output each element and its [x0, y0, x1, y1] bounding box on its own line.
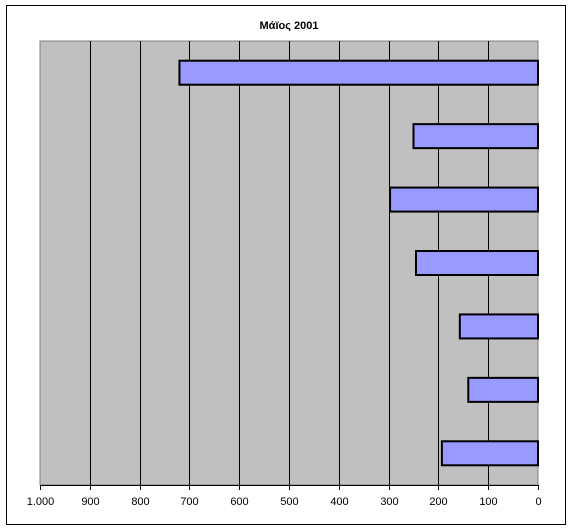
chart-title: Μάϊος 2001 — [260, 20, 319, 32]
bar — [467, 376, 539, 403]
x-tick-label: 300 — [380, 496, 398, 508]
x-tick-label: 800 — [131, 496, 149, 508]
bar — [389, 186, 539, 213]
x-tick-label: 1.000 — [27, 496, 55, 508]
bars — [178, 59, 539, 467]
bar — [458, 313, 539, 340]
x-tick-label: 600 — [230, 496, 248, 508]
x-tick-label: 100 — [479, 496, 497, 508]
bar — [414, 250, 539, 276]
x-tick-label: 200 — [429, 496, 447, 508]
x-tick-label: 900 — [81, 496, 99, 508]
x-tick-label: 700 — [180, 496, 198, 508]
bar — [440, 440, 539, 467]
x-tick-label: 500 — [280, 496, 298, 508]
x-tick-label: 400 — [330, 496, 348, 508]
x-axis-ticks: 0 100 200 300 400 500 600 700 800 900 1.000 — [27, 485, 542, 508]
bar — [178, 59, 539, 86]
x-tick-label: 0 — [535, 496, 541, 508]
bar — [412, 123, 539, 150]
